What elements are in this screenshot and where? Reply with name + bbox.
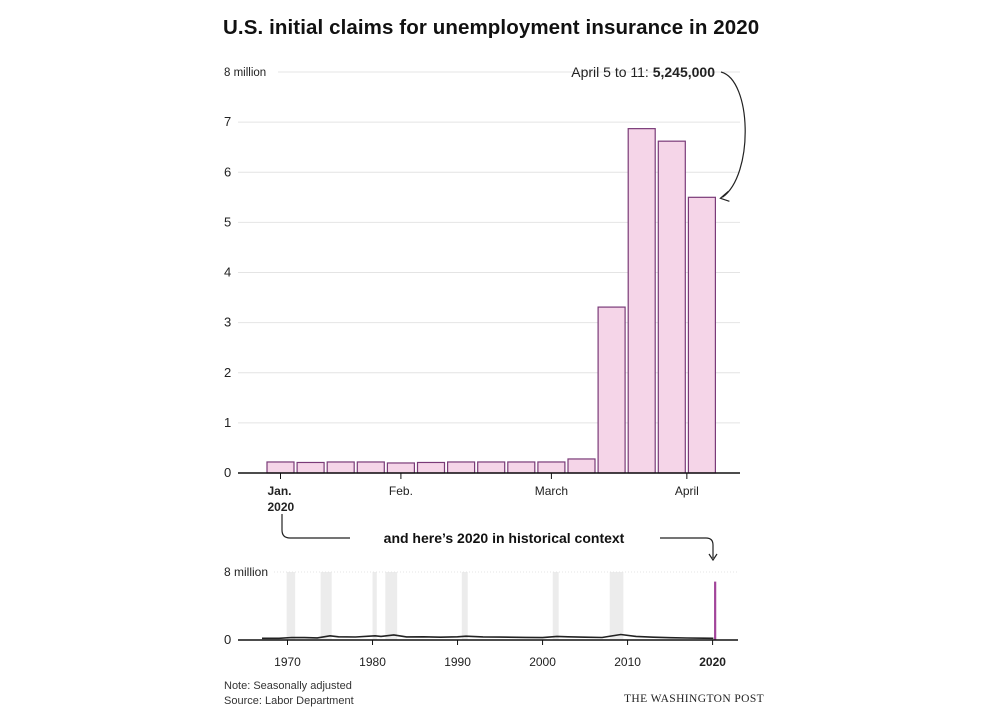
bar bbox=[597, 306, 626, 474]
recession-band bbox=[286, 572, 296, 640]
x-tick-label: Feb. bbox=[389, 484, 413, 498]
y-tick-label: 2 bbox=[224, 365, 231, 380]
y-tick-label: 3 bbox=[224, 315, 231, 330]
x-tick-label-year: 2020 bbox=[268, 500, 295, 514]
recession-band bbox=[552, 572, 559, 640]
bar bbox=[296, 461, 325, 474]
y-tick-label: 1 bbox=[224, 415, 231, 430]
history-chart-plot bbox=[238, 571, 738, 645]
chart-title: U.S. initial claims for unemployment ins… bbox=[223, 16, 760, 39]
annotation-label: April 5 to 11: 5,245,000 bbox=[571, 64, 715, 80]
bar bbox=[567, 458, 596, 474]
recession-band bbox=[385, 572, 398, 640]
main-chart-gridlines bbox=[238, 71, 740, 424]
history-recession-bands bbox=[286, 572, 624, 640]
bar bbox=[657, 140, 686, 474]
x-tick-label: Jan. bbox=[268, 484, 292, 498]
bar bbox=[507, 461, 536, 474]
bar bbox=[356, 461, 385, 474]
connector-line-right bbox=[660, 537, 714, 558]
history-x-tick-label: 2020 bbox=[699, 655, 726, 669]
context-connector: and here’s 2020 in historical context bbox=[281, 514, 718, 562]
bar bbox=[266, 461, 295, 474]
history-x-tick-label: 2000 bbox=[529, 655, 556, 669]
main-chart-y-tick-labels: 0 1 2 3 4 5 6 7 8 million bbox=[224, 67, 266, 480]
bar bbox=[326, 461, 355, 474]
main-chart-axes bbox=[238, 472, 740, 479]
x-tick-label: April bbox=[675, 484, 699, 498]
history-line bbox=[262, 633, 714, 640]
recession-band bbox=[372, 572, 377, 640]
annotation-arrowhead bbox=[719, 190, 730, 202]
publisher-credit: THE WASHINGTON POST bbox=[624, 693, 765, 705]
history-x-tick-label: 1990 bbox=[444, 655, 471, 669]
history-y-tick-label: 8 million bbox=[224, 565, 268, 579]
bar bbox=[537, 461, 566, 474]
bar bbox=[416, 461, 446, 474]
main-chart-bars bbox=[266, 128, 717, 474]
bar bbox=[447, 461, 476, 474]
connector-line-left bbox=[281, 514, 350, 539]
annotation-arrow bbox=[720, 71, 746, 198]
recession-band bbox=[609, 572, 624, 640]
recession-band bbox=[461, 572, 468, 640]
note-seasonally-adjusted: Note: Seasonally adjusted bbox=[224, 680, 352, 692]
y-tick-label: 4 bbox=[224, 265, 231, 280]
history-x-tick-label: 1980 bbox=[359, 655, 386, 669]
bar bbox=[477, 461, 506, 474]
recession-band bbox=[320, 572, 332, 640]
connector-arrowhead bbox=[708, 553, 718, 562]
history-x-tick-label: 2010 bbox=[614, 655, 641, 669]
y-tick-label: 8 million bbox=[224, 67, 266, 79]
history-x-tick-label: 1970 bbox=[274, 655, 301, 669]
y-tick-label: 6 bbox=[224, 164, 231, 179]
x-tick-label: March bbox=[535, 484, 568, 498]
main-chart-x-tick-labels: Jan. 2020 Feb. March April bbox=[268, 484, 699, 514]
y-tick-label: 5 bbox=[224, 214, 231, 229]
history-chart-title: and here’s 2020 in historical context bbox=[384, 530, 625, 546]
source-note: Source: Labor Department bbox=[224, 695, 354, 707]
bar bbox=[687, 196, 717, 474]
history-chart-labels: 0 8 million 1970 1980 1990 2000 2010 2020 bbox=[224, 565, 726, 669]
bar bbox=[386, 462, 415, 474]
bar bbox=[627, 128, 656, 474]
y-tick-label: 7 bbox=[224, 114, 231, 129]
history-y-tick-label: 0 bbox=[224, 632, 231, 647]
y-tick-label: 0 bbox=[224, 465, 231, 480]
peak-annotation: April 5 to 11: 5,245,000 bbox=[571, 64, 746, 202]
